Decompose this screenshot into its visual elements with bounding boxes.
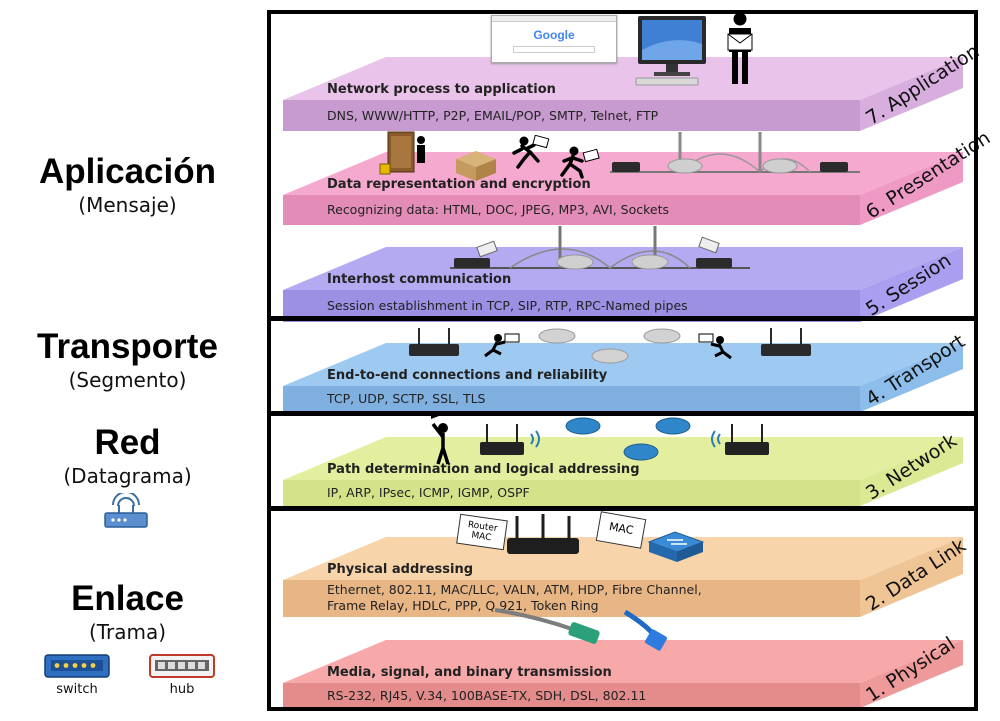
group-title-aplicacion: Aplicación	[39, 152, 216, 191]
network-group-box	[267, 412, 978, 510]
door-security-icon	[379, 131, 425, 175]
session-bridge-with-routers	[450, 226, 750, 270]
layer-title: End-to-end connections and reliability	[327, 368, 608, 383]
group-title-transporte: Transporte	[37, 327, 218, 366]
bridge-with-routers	[610, 132, 860, 174]
layer-title: Path determination and logical addressin…	[327, 462, 640, 477]
switch-caption: switch	[56, 682, 98, 697]
hub-caption: hub	[169, 682, 195, 697]
layer-protocols: Ethernet, 802.11, MAC/LLC, VALN, ATM, HD…	[327, 582, 702, 597]
group-subtitle-red: (Datagrama)	[63, 464, 192, 488]
layer-protocols: TCP, UDP, SCTP, SSL, TLS	[327, 391, 486, 406]
osi-layer-slab	[283, 152, 963, 225]
slab-front-face	[283, 580, 860, 617]
router-icon	[104, 493, 148, 528]
slab-side-face	[860, 537, 963, 617]
layer-title: Physical addressing	[327, 562, 474, 577]
layer-protocols: Recognizing data: HTML, DOC, JPEG, MP3, …	[327, 202, 670, 217]
osi-layer-slab	[283, 247, 963, 322]
layer-title: Media, signal, and binary transmission	[327, 665, 612, 680]
layer-title: Data representation and encryption	[327, 177, 591, 192]
layer-title: Interhost communication	[327, 272, 512, 287]
slab-top-face	[283, 437, 963, 480]
slab-side-face	[860, 343, 963, 412]
hub-icon	[149, 654, 215, 678]
slab-front-face	[283, 100, 860, 131]
person-with-letter-icon	[727, 12, 753, 84]
network-routers-and-switches	[431, 414, 769, 465]
link-group-box	[267, 507, 978, 711]
slab-front-face	[283, 386, 860, 412]
running-courier-icon-2	[560, 146, 600, 179]
slab-side-face	[860, 640, 963, 708]
desktop-computer-icon	[635, 16, 706, 86]
slab-side-face	[860, 247, 963, 322]
layer-protocols: Session establishment in TCP, SIP, RTP, …	[327, 298, 688, 313]
layer-title: Network process to application	[327, 82, 556, 97]
osi-layer-slab	[283, 57, 963, 131]
group-subtitle-transporte: (Segmento)	[68, 368, 187, 392]
layer-protocols: IP, ARP, IPsec, ICMP, IGMP, OSPF	[327, 485, 530, 500]
network-cables-icon	[495, 608, 668, 651]
application-group-box	[267, 10, 978, 320]
browser-logo: Google	[533, 28, 575, 42]
router-icon-datalink	[507, 514, 579, 554]
switch-icon-datalink	[647, 531, 705, 562]
osi-layer-slab	[283, 640, 963, 708]
group-title-enlace: Enlace	[71, 579, 184, 618]
transport-group-box	[267, 317, 978, 415]
osi-layer-slab	[283, 437, 963, 506]
layer-protocols: RS-232, RJ45, V.34, 100BASE-TX, SDH, DSL…	[327, 687, 647, 703]
slab-side-face	[860, 57, 963, 131]
slab-top-face	[283, 537, 963, 580]
transport-routers-and-couriers	[409, 328, 811, 364]
osi-layer-slab	[283, 537, 963, 617]
slab-top-face	[283, 57, 963, 100]
slab-side-face	[860, 152, 963, 225]
slab-front-face	[283, 480, 860, 506]
layer-protocols: DNS, WWW/HTTP, P2P, EMAIL/POP, SMTP, Tel…	[327, 107, 659, 123]
slab-side-face	[860, 437, 963, 506]
running-courier-icon	[512, 135, 550, 169]
switch-icon	[44, 654, 110, 678]
slab-front-face	[283, 195, 860, 225]
group-subtitle-enlace: (Trama)	[88, 620, 167, 644]
slab-top-face	[283, 640, 963, 683]
browser-window: Google	[491, 15, 617, 63]
group-subtitle-aplicacion: (Mensaje)	[78, 193, 177, 217]
slab-front-face	[283, 683, 860, 708]
group-title-red: Red	[94, 423, 161, 462]
package-box-icon	[456, 151, 496, 181]
layer-protocols-line2: Frame Relay, HDLC, PPP, Q.921, Token Rin…	[327, 598, 599, 613]
